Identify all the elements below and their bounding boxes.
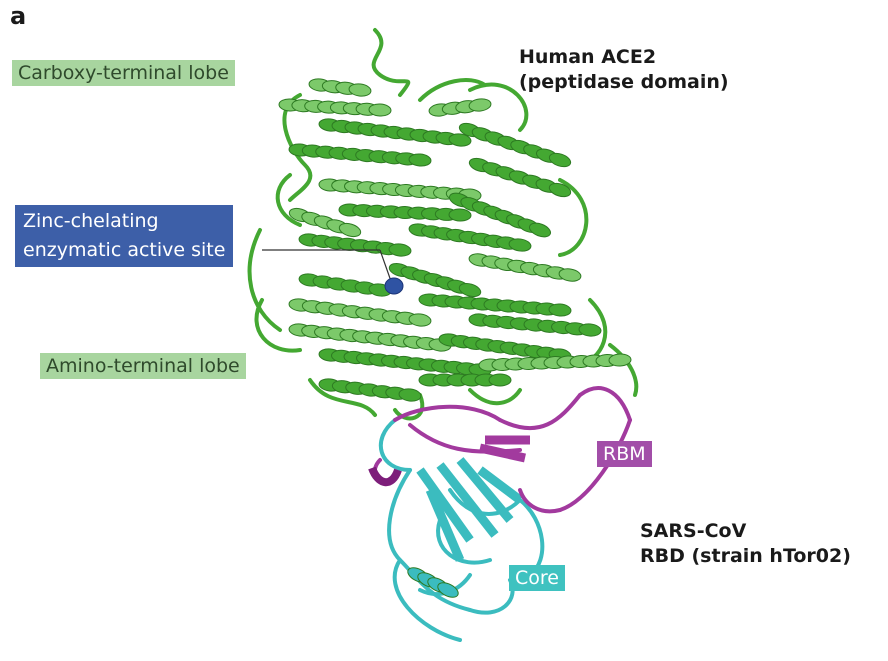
- ace2-helix-segment: [448, 208, 472, 222]
- ace2-helix-segment: [338, 222, 362, 238]
- rbm-loop-end: [368, 466, 402, 487]
- core-label: Core: [509, 565, 565, 591]
- ace2-helix-segment: [558, 268, 582, 282]
- ace2-helix-segment: [348, 83, 372, 97]
- core-beta-strand: [436, 462, 499, 538]
- ace2-title: Human ACE2 (peptidase domain): [519, 45, 729, 95]
- core-coil-loop: [378, 418, 412, 472]
- ace2-coil-loop: [275, 173, 302, 227]
- ace2-title-line2: (peptidase domain): [519, 71, 729, 93]
- ace2-helix-segment: [508, 238, 532, 252]
- rbd-core-ribbon: [378, 418, 545, 642]
- ace2-coil-loop: [608, 343, 639, 397]
- amino-terminal-lobe-label: Amino-terminal lobe: [40, 353, 246, 379]
- rbd-title-line1: SARS-CoV: [640, 520, 747, 542]
- core-beta-strand: [477, 466, 523, 504]
- rbm-coil-loop: [498, 393, 582, 431]
- rbm-coil-loop: [393, 404, 502, 422]
- rbm-beta-strand: [479, 443, 526, 463]
- ace2-coil-loop: [282, 93, 313, 202]
- ace2-helix-segment: [548, 182, 572, 198]
- ace2-coil-loop: [371, 28, 411, 97]
- ace2-helix-segment: [548, 152, 572, 168]
- ace2-coil-loop: [308, 378, 377, 417]
- ace2-title-line1: Human ACE2: [519, 46, 657, 68]
- core-coil-loop: [436, 518, 492, 565]
- core-beta-strand: [425, 488, 465, 562]
- ace2-helix-segment: [408, 153, 432, 167]
- core-coil-loop: [448, 488, 522, 516]
- core-coil-loop: [392, 558, 462, 642]
- ace2-helix-segment: [458, 282, 482, 298]
- ace2-helix-segment: [398, 388, 422, 402]
- ace2-coil-loop: [254, 298, 302, 353]
- rbm-coil-loop: [558, 418, 632, 512]
- core-beta-strand: [456, 457, 514, 523]
- ace2-coil-loop: [558, 178, 589, 257]
- core-beta-strand: [416, 467, 474, 543]
- zinc-ion-sphere: [384, 277, 404, 295]
- rbd-title-line2: RBD (strain hTor02): [640, 545, 851, 567]
- ace2-helix-segment: [448, 133, 472, 147]
- ace2-ribbon-structure: [247, 28, 639, 421]
- ace2-helix-segment: [528, 222, 552, 238]
- rbm-coil-loop: [518, 488, 562, 514]
- zinc-active-site-label: Zinc-chelating enzymatic active site: [15, 205, 234, 267]
- rbm-coil-loop: [578, 386, 632, 422]
- ace2-coil-loop: [393, 393, 425, 421]
- panel-letter: a: [10, 2, 27, 30]
- rbm-ribbon: [368, 386, 632, 514]
- ace2-helix-segment: [408, 313, 432, 327]
- core-coil-loop: [468, 578, 515, 615]
- ace2-coil-loop: [418, 78, 487, 102]
- ace2-helix-segment: [578, 323, 602, 337]
- rbd-title: SARS-CoV RBD (strain hTor02): [640, 519, 851, 569]
- zinc-label-line2: enzymatic active site: [23, 239, 226, 261]
- ace2-helix-segment: [388, 243, 412, 257]
- core-helix-segment: [437, 582, 459, 598]
- ace2-helix-segment: [368, 103, 392, 117]
- ace2-coil-loop: [468, 388, 522, 406]
- rbm-label: RBM: [597, 441, 652, 467]
- ace2-helix-segment: [548, 303, 572, 317]
- ace2-helix-segment: [468, 98, 492, 112]
- ace2-coil-loop: [247, 228, 282, 332]
- zinc-label-line1: Zinc-chelating: [23, 210, 159, 232]
- carboxy-terminal-lobe-label: Carboxy-terminal lobe: [12, 60, 235, 86]
- ace2-helix-segment: [608, 353, 632, 367]
- ace2-helix-segment: [488, 373, 512, 387]
